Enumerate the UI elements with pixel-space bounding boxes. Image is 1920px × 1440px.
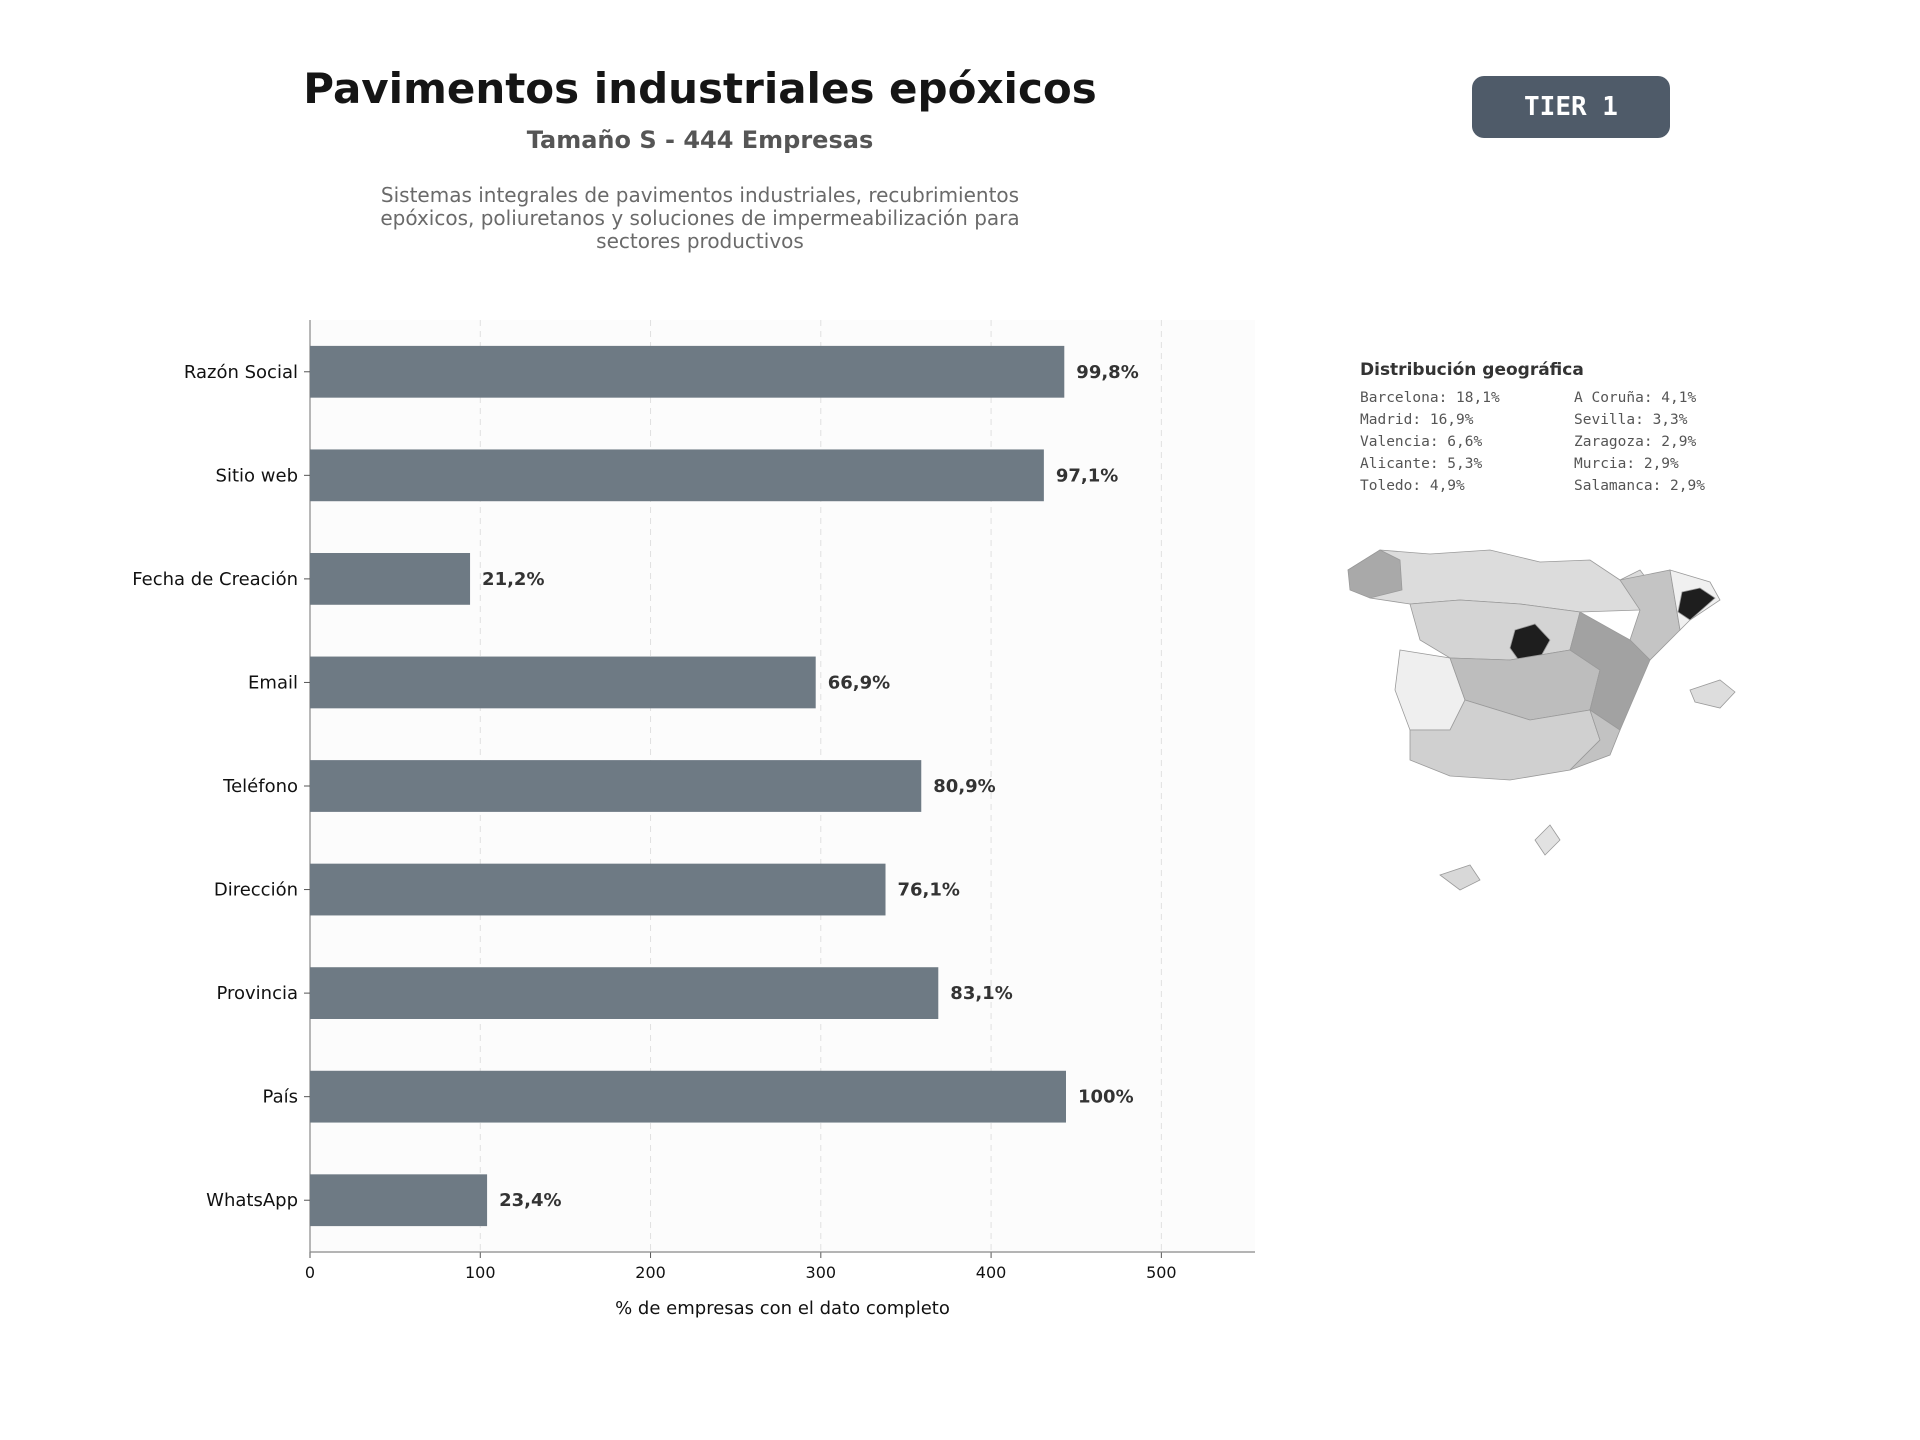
x-tick-label: 300 [806, 1263, 837, 1282]
geo-item: Sevilla: 3,3% [1574, 412, 1688, 428]
x-axis-label: % de empresas con el dato completo [615, 1298, 950, 1319]
sector-description: Sistemas integrales de pavimentos indust… [380, 183, 1020, 253]
category-label: Provincia [216, 983, 298, 1004]
data-label: 66,9% [828, 672, 890, 693]
x-tick-label: 400 [976, 1263, 1007, 1282]
bar [310, 1174, 488, 1227]
spain-province-map [1347, 549, 1736, 891]
map-region-castilla-leon [1409, 599, 1581, 661]
geo-item: A Coruña: 4,1% [1574, 390, 1697, 406]
bar [310, 345, 1065, 398]
data-label: 83,1% [950, 983, 1012, 1004]
geo-item: Zaragoza: 2,9% [1574, 434, 1697, 450]
map-region-barcelona [1677, 587, 1716, 621]
geo-title: Distribución geográfica [1360, 360, 1584, 380]
x-tick-label: 500 [1146, 1263, 1177, 1282]
data-label: 80,9% [933, 776, 995, 797]
geo-list: Barcelona: 18,1% A Coruña: 4,1% Madrid: … [1360, 390, 1754, 494]
category-label: Razón Social [184, 362, 298, 383]
bar [310, 863, 886, 916]
bar [310, 967, 939, 1019]
category-label: WhatsApp [206, 1190, 298, 1211]
data-label: 76,1% [898, 880, 960, 901]
bar [310, 1070, 1066, 1123]
category-label: Teléfono [222, 776, 298, 797]
category-label: Fecha de Creación [132, 569, 298, 590]
bar [310, 449, 1044, 502]
page-subtitle: Tamaño S - 444 Empresas [526, 126, 874, 154]
page-title: Pavimentos industriales epóxicos [303, 64, 1097, 113]
map-region-murcia [1569, 709, 1621, 771]
data-label: 23,4% [499, 1190, 561, 1211]
bar [310, 656, 816, 709]
bar [310, 553, 471, 605]
geo-item: Valencia: 6,6% [1360, 434, 1483, 450]
map-region-canarias [1439, 864, 1481, 891]
tier-badge: TIER 1 [1472, 76, 1670, 138]
map-region-galicia [1347, 549, 1403, 599]
map-region-baleares [1689, 679, 1736, 709]
geo-item: Alicante: 5,3% [1360, 456, 1483, 472]
category-label: País [263, 1087, 298, 1108]
geo-distribution-panel: Distribución geográfica Barcelona: 18,1%… [1360, 360, 1754, 494]
data-label: 97,1% [1056, 465, 1118, 486]
geo-item: Salamanca: 2,9% [1574, 478, 1705, 494]
map-region-ceuta-melilla [1534, 824, 1561, 856]
data-label: 100% [1078, 1087, 1134, 1108]
x-tick-label: 200 [635, 1263, 666, 1282]
category-label: Dirección [214, 880, 298, 901]
geo-item: Toledo: 4,9% [1360, 478, 1465, 494]
data-label: 21,2% [482, 569, 544, 590]
x-tick-label: 100 [465, 1263, 496, 1282]
category-label: Sitio web [216, 465, 298, 486]
geo-item: Barcelona: 18,1% [1360, 390, 1500, 406]
geo-item: Murcia: 2,9% [1574, 456, 1679, 472]
x-tick-label: 0 [305, 1263, 315, 1282]
data-label: 99,8% [1076, 362, 1138, 383]
geo-item: Madrid: 16,9% [1360, 412, 1474, 428]
category-label: Email [248, 672, 298, 693]
bar [310, 760, 922, 812]
